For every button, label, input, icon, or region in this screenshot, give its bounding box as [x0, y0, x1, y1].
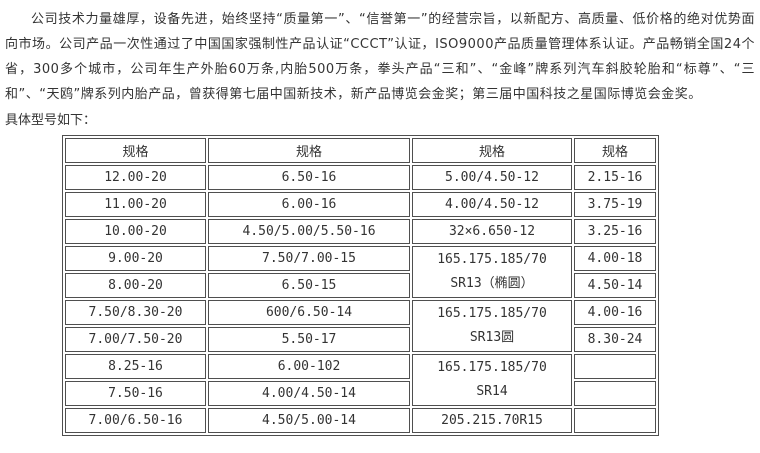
spec-cell: 6.50-16	[208, 165, 410, 190]
spec-cell: 32×6.650-12	[412, 219, 572, 244]
spec-cell-line: 165.175.185/70	[437, 252, 547, 267]
spec-cell: 11.00-20	[65, 192, 206, 217]
spec-cell: 3.75-19	[574, 192, 656, 217]
spec-cell-line: SR14	[476, 384, 508, 399]
spec-cell: 6.00-16	[208, 192, 410, 217]
spec-cell: 4.50/5.00/5.50-16	[208, 219, 410, 244]
table-row: 7.50-16 4.00/4.50-14	[65, 381, 656, 406]
table-row: 8.25-16 6.00-102 165.175.185/70 SR14	[65, 354, 656, 406]
table-row: 7.00/6.50-16 4.50/5.00-14 205.215.70R15	[65, 408, 656, 433]
spec-cell: 600/6.50-14	[208, 300, 410, 325]
spec-cell-empty	[574, 354, 656, 379]
spec-cell: 8.25-16	[65, 354, 206, 379]
spec-cell: 5.00/4.50-12	[412, 165, 572, 190]
spec-cell: 7.50-16	[65, 381, 206, 406]
table-row: 8.00-20 6.50-15 4.50-14	[65, 273, 656, 298]
spec-cell: 205.215.70R15	[412, 408, 572, 433]
spec-cell: 2.15-16	[574, 165, 656, 190]
spec-cell: 4.00/4.50-14	[208, 381, 410, 406]
spec-cell-empty	[574, 408, 656, 433]
spec-cell: 4.50-14	[574, 273, 656, 298]
models-label: 具体型号如下：	[5, 113, 97, 128]
spec-cell: 7.00/7.50-20	[65, 327, 206, 352]
spec-cell: 6.50-15	[208, 273, 410, 298]
spec-cell-line: 165.175.185/70	[437, 360, 547, 375]
intro-paragraph: 公司技术力量雄厚，设备先进，始终坚持“质量第一”、“信誉第一”的经营宗旨，以新配…	[5, 12, 755, 102]
spec-cell: 10.00-20	[65, 219, 206, 244]
document-page: 公司技术力量雄厚，设备先进，始终坚持“质量第一”、“信誉第一”的经营宗旨，以新配…	[5, 12, 755, 436]
table-row: 9.00-20 7.50/7.00-15 165.175.185/70 SR13…	[65, 246, 656, 298]
spec-cell: 4.00-18	[574, 246, 656, 271]
table-row: 11.00-20 6.00-16 4.00/4.50-12 3.75-19	[65, 192, 656, 217]
spec-cell-line: 165.175.185/70	[437, 306, 547, 321]
spec-cell-line: SR13（椭圆）	[450, 276, 534, 291]
spec-cell-merged: 165.175.185/70 SR14	[412, 354, 572, 406]
column-header-3: 规格	[412, 138, 572, 163]
table-header-row: 规格 规格 规格 规格	[65, 138, 656, 163]
spec-cell: 4.50/5.00-14	[208, 408, 410, 433]
spec-cell: 3.25-16	[574, 219, 656, 244]
spec-cell: 5.50-17	[208, 327, 410, 352]
column-header-1: 规格	[65, 138, 206, 163]
spec-cell: 8.30-24	[574, 327, 656, 352]
table-row: 7.50/8.30-20 600/6.50-14 165.175.185/70 …	[65, 300, 656, 352]
column-header-2: 规格	[208, 138, 410, 163]
table-row: 10.00-20 4.50/5.00/5.50-16 32×6.650-12 3…	[65, 219, 656, 244]
spec-cell: 8.00-20	[65, 273, 206, 298]
table-row: 12.00-20 6.50-16 5.00/4.50-12 2.15-16	[65, 165, 656, 190]
spec-table: 规格 规格 规格 规格 12.00-20 6.50-16 5.00/4.50-1…	[62, 135, 659, 436]
table-row: 7.00/7.50-20 5.50-17 8.30-24	[65, 327, 656, 352]
spec-cell: 4.00-16	[574, 300, 656, 325]
spec-cell-empty	[574, 381, 656, 406]
spec-cell: 7.50/8.30-20	[65, 300, 206, 325]
column-header-4: 规格	[574, 138, 656, 163]
spec-cell-line: SR13圆	[469, 330, 515, 345]
spec-cell: 9.00-20	[65, 246, 206, 271]
spec-cell: 7.50/7.00-15	[208, 246, 410, 271]
spec-cell: 6.00-102	[208, 354, 410, 379]
spec-cell: 12.00-20	[65, 165, 206, 190]
spec-cell: 7.00/6.50-16	[65, 408, 206, 433]
spec-cell: 4.00/4.50-12	[412, 192, 572, 217]
spec-cell-merged: 165.175.185/70 SR13圆	[412, 300, 572, 352]
spec-cell-merged: 165.175.185/70 SR13（椭圆）	[412, 246, 572, 298]
